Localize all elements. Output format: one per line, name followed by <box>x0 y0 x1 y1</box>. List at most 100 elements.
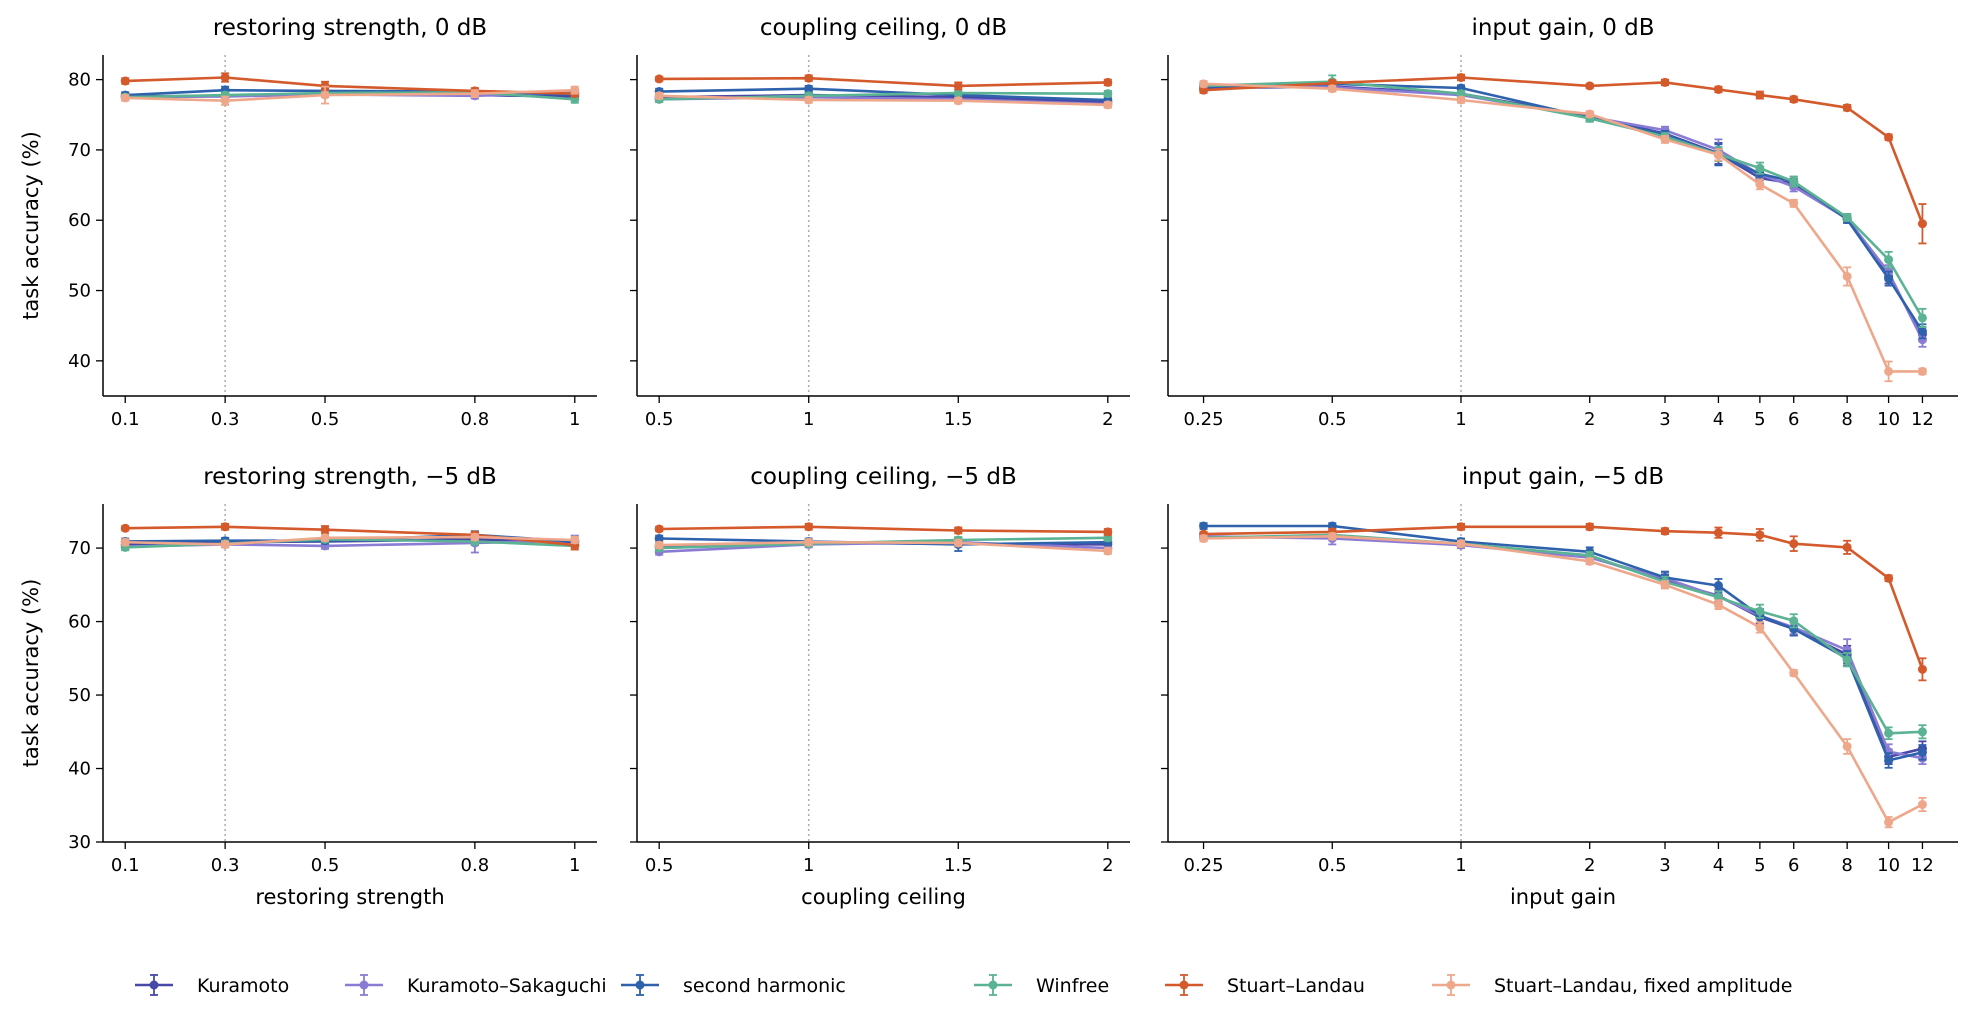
x-tick-label: 2 <box>1584 855 1595 876</box>
series-kuramoto <box>1199 82 1927 343</box>
data-point <box>1884 573 1894 583</box>
series-line <box>1203 524 1923 762</box>
data-point <box>1917 219 1927 229</box>
data-point <box>1917 664 1927 674</box>
data-point <box>654 534 664 544</box>
data-point <box>1842 271 1852 281</box>
data-point <box>1585 556 1595 566</box>
data-point <box>1917 727 1927 737</box>
data-point <box>1103 89 1113 99</box>
data-point <box>1585 109 1595 119</box>
x-tick-label: 10 <box>1877 409 1900 430</box>
panel-title: restoring strength, −5 dB <box>203 464 497 490</box>
x-tick-label: 12 <box>1911 855 1934 876</box>
data-point <box>953 525 963 535</box>
series-second-harmonic <box>1199 79 1927 340</box>
series-stuart-landau-fixed-amplitude <box>1199 531 1927 829</box>
data-point <box>1660 526 1670 536</box>
series-stuart-landau <box>1199 522 1927 682</box>
data-point <box>1884 817 1894 827</box>
legend-label: Stuart–Landau, fixed amplitude <box>1494 975 1792 997</box>
legend-swatch-marker <box>988 980 998 990</box>
data-point <box>1713 581 1723 591</box>
series-stuart-landau <box>1199 72 1927 245</box>
data-point <box>1917 366 1927 376</box>
legend-swatch-marker <box>1446 980 1456 990</box>
data-point <box>1456 89 1466 99</box>
y-tick-label: 50 <box>68 685 91 706</box>
y-tick-label: 70 <box>68 538 91 559</box>
data-point <box>1660 580 1670 590</box>
data-point <box>1884 366 1894 376</box>
y-tick-label: 80 <box>68 70 91 91</box>
series-stuart-landau-fixed-amplitude <box>654 537 1113 556</box>
series-line <box>1203 534 1924 824</box>
x-tick-label: 0.5 <box>1318 855 1347 876</box>
data-point <box>1199 521 1209 531</box>
data-point <box>1842 542 1852 552</box>
y-axis-label: task accuracy (%) <box>19 579 43 768</box>
panel-title: coupling ceiling, 0 dB <box>760 15 1007 41</box>
y-tick-label: 40 <box>68 759 91 780</box>
data-point <box>220 96 230 106</box>
y-tick-label: 60 <box>68 210 91 231</box>
data-point <box>1199 85 1209 95</box>
data-point <box>1585 522 1595 532</box>
data-point <box>470 89 480 99</box>
legend-item: Kuramoto–Sakaguchi <box>345 974 607 997</box>
data-point <box>1327 531 1337 541</box>
legend-item: Kuramoto <box>135 974 289 997</box>
legend-swatch-marker <box>635 980 645 990</box>
x-tick-label: 0.5 <box>1318 409 1347 430</box>
x-tick-label: 0.25 <box>1184 409 1224 430</box>
data-point <box>804 73 814 83</box>
data-point <box>220 522 230 532</box>
x-tick-label: 5 <box>1754 409 1765 430</box>
data-point <box>120 537 130 547</box>
data-point <box>1842 212 1852 222</box>
x-tick-label: 5 <box>1754 855 1765 876</box>
x-tick-label: 1 <box>803 409 814 430</box>
x-tick-label: 4 <box>1713 409 1724 430</box>
x-tick-label: 2 <box>1584 409 1595 430</box>
data-point <box>120 93 130 103</box>
data-point <box>804 84 814 94</box>
x-tick-label: 0.3 <box>211 855 240 876</box>
data-point <box>1884 728 1894 738</box>
panel-3: input gain, 0 dB0.25 0.5 1 2 3 4 5 6 8 10 12 <box>1161 15 1958 430</box>
data-point <box>1842 741 1852 751</box>
data-point <box>654 540 664 550</box>
x-tick-label: 0.25 <box>1184 855 1224 876</box>
data-point <box>1103 527 1113 537</box>
x-tick-label: 0.1 <box>111 409 140 430</box>
x-axis-label: restoring strength <box>255 885 444 909</box>
data-point <box>1842 103 1852 113</box>
data-point <box>1713 150 1723 160</box>
legend-item: Winfree <box>974 974 1109 997</box>
x-tick-label: 12 <box>1911 409 1934 430</box>
x-tick-label: 1 <box>1455 409 1466 430</box>
data-point <box>1884 755 1894 765</box>
data-point <box>1755 530 1765 540</box>
data-point <box>1103 77 1113 87</box>
x-tick-label: 6 <box>1788 855 1799 876</box>
x-tick-label: 0.3 <box>211 409 240 430</box>
data-point <box>220 72 230 82</box>
series-stuart-landau-fixed-amplitude <box>120 532 580 549</box>
series-kuramoto-sakaguchi <box>1199 531 1927 766</box>
data-point <box>1660 134 1670 144</box>
data-point <box>1327 84 1337 94</box>
x-tick-label: 1.5 <box>944 855 973 876</box>
data-point <box>804 522 814 532</box>
x-tick-label: 1 <box>569 855 580 876</box>
series-line <box>1203 525 1924 670</box>
x-tick-label: 0.5 <box>645 409 674 430</box>
data-point <box>1917 747 1927 757</box>
legend: Kuramoto Kuramoto–Sakaguchi second harmoni… <box>135 974 1792 997</box>
series-kuramoto <box>1199 532 1927 766</box>
series-stuart-landau-fixed-amplitude <box>120 85 580 106</box>
x-tick-label: 4 <box>1713 855 1724 876</box>
data-point <box>1456 72 1466 82</box>
data-point <box>1842 655 1852 665</box>
